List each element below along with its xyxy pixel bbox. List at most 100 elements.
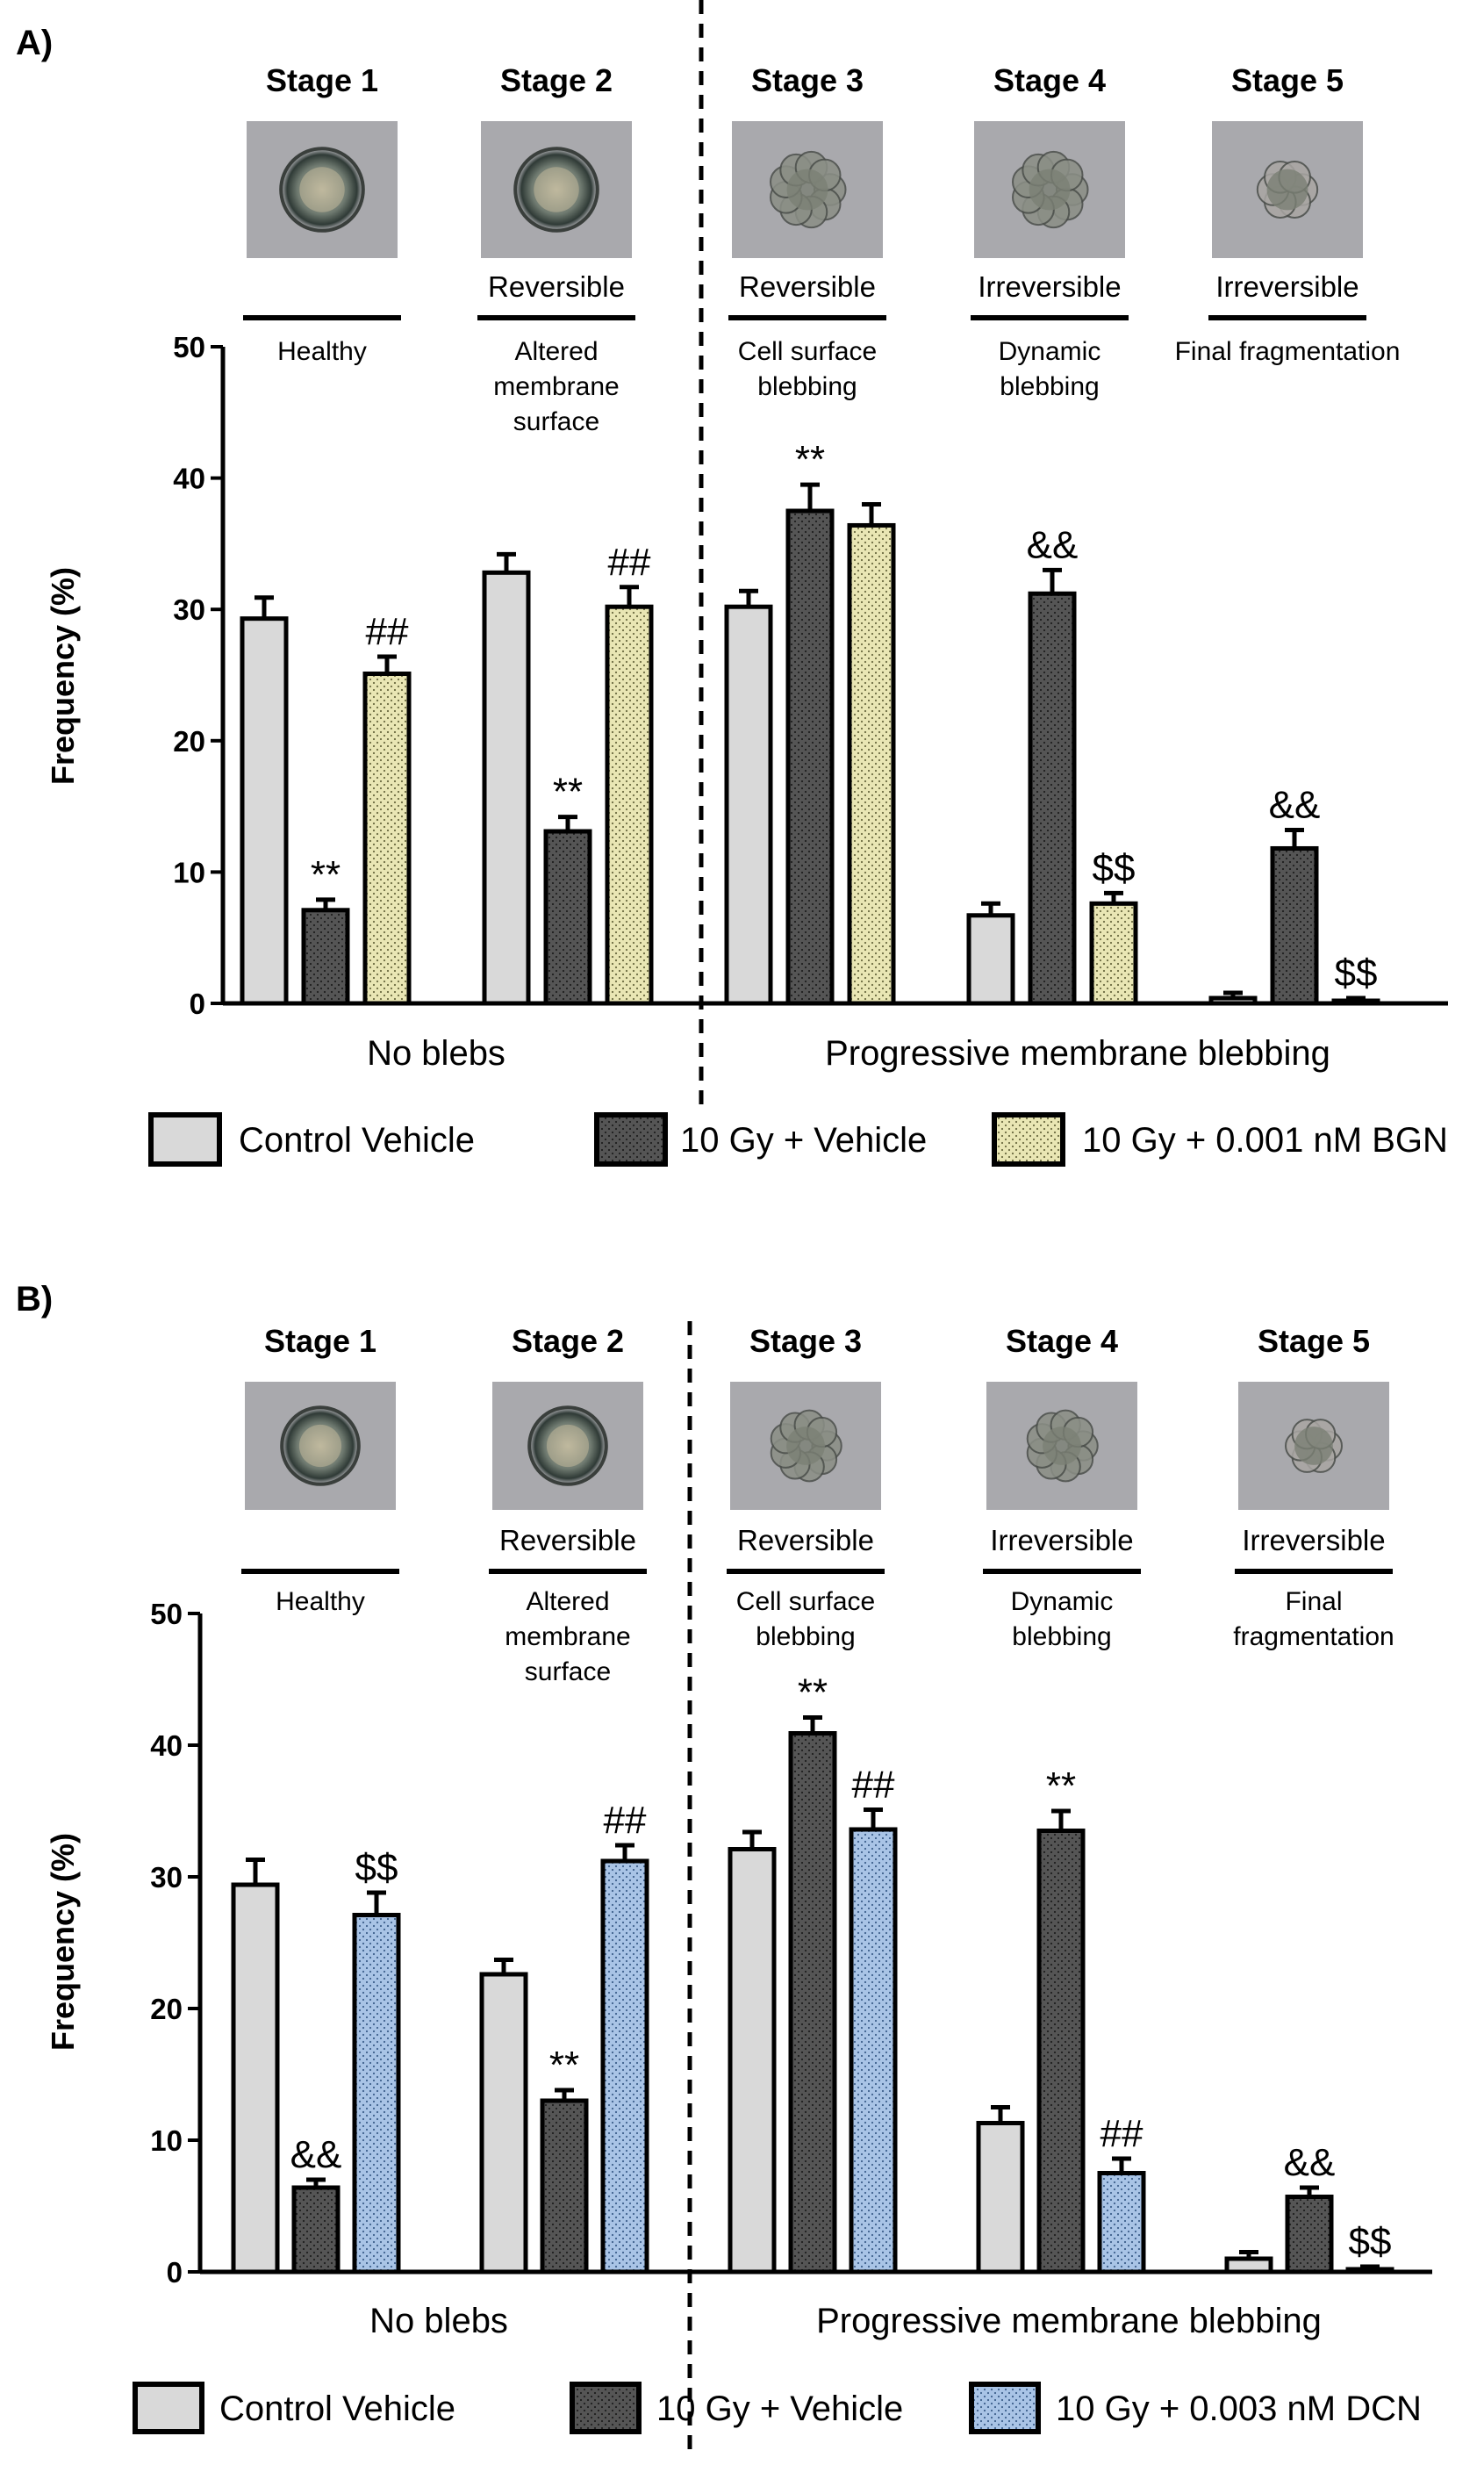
y-tick-label: 0: [167, 2256, 183, 2289]
bar: [605, 604, 654, 1006]
stage-description: blebbing: [756, 1622, 855, 1651]
bar: [976, 2121, 1025, 2275]
cell-micrograph-2: [513, 147, 599, 233]
bar: [240, 616, 289, 1006]
bar: [1224, 2256, 1273, 2275]
significance-label: ##: [1100, 2112, 1143, 2155]
cell-micrograph-1: [279, 147, 365, 233]
y-axis-label: Frequency (%): [45, 567, 81, 785]
legend-swatch: [148, 1112, 222, 1167]
bar: [600, 1858, 649, 2275]
y-tick-label: 10: [150, 2124, 183, 2157]
cell-micrograph-4: [1012, 150, 1089, 229]
panel-b: B) Stage 1 Healthy Stage 2 Reversible Altered…: [16, 1280, 1432, 2458]
stage-title: Stage 5: [1258, 1323, 1370, 1359]
significance-label: **: [549, 2044, 579, 2087]
bar: [1097, 2171, 1146, 2275]
y-tick-label: 10: [173, 856, 205, 888]
bar: [728, 1847, 777, 2275]
significance-label: ##: [852, 1764, 895, 1807]
y-tick-label: 50: [150, 1598, 183, 1630]
stage-description: Dynamic: [1011, 1587, 1114, 1616]
group-label: No blebs: [367, 1034, 505, 1073]
group-label: Progressive membrane blebbing: [825, 1034, 1330, 1073]
stage-reversibility: Reversible: [488, 270, 625, 303]
legend-swatch: [969, 2382, 1041, 2434]
significance-label: $$: [1349, 2220, 1392, 2263]
stage-description: fragmentation: [1233, 1622, 1394, 1651]
significance-label: &&: [1027, 523, 1079, 566]
stage-description: surface: [513, 407, 599, 436]
stage-description: membrane: [505, 1622, 630, 1651]
bar: [1028, 591, 1077, 1006]
stage-description: membrane: [493, 372, 619, 401]
bar: [479, 1972, 528, 2275]
cell-micrograph-5: [1285, 1419, 1343, 1473]
significance-label: &&: [1269, 784, 1321, 827]
stage-description: Final: [1285, 1587, 1342, 1616]
significance-label: ##: [604, 1799, 647, 1842]
panel-a: A) Stage 1 Healthy Stage 2 Reversible Altered…: [16, 0, 1448, 1167]
bar: [1208, 995, 1258, 1006]
legend-swatch: [133, 2382, 204, 2434]
y-tick-label: 30: [150, 1861, 183, 1894]
cell-micrograph-5: [1256, 161, 1319, 219]
bar: [724, 604, 773, 1006]
stage-title: Stage 4: [993, 62, 1106, 98]
bar: [1270, 845, 1319, 1006]
significance-label: **: [311, 853, 341, 896]
stage-description: blebbing: [1000, 372, 1099, 401]
bar: [540, 2098, 589, 2275]
panel-label: A): [16, 24, 53, 62]
stage-title: Stage 5: [1231, 62, 1344, 98]
legend-label: 10 Gy + 0.003 nM DCN: [1056, 2390, 1422, 2428]
significance-label: $$: [1335, 952, 1378, 995]
legend-label: Control Vehicle: [239, 1121, 475, 1160]
bar: [788, 1731, 837, 2275]
stage-description: Cell surface: [738, 337, 877, 366]
stage-description: Healthy: [277, 337, 367, 366]
stage-title: Stage 3: [749, 1323, 862, 1359]
bar: [482, 570, 531, 1006]
stage-reversibility: Irreversible: [990, 1524, 1133, 1556]
y-tick-label: 40: [173, 463, 205, 495]
bar: [1089, 901, 1138, 1006]
group-label: No blebs: [369, 2302, 508, 2340]
bar: [1345, 2267, 1394, 2275]
y-tick-label: 0: [190, 988, 205, 1020]
y-tick-label: 20: [150, 1993, 183, 2025]
bar: [785, 508, 835, 1006]
bar: [231, 1882, 280, 2275]
stage-title: Stage 2: [500, 62, 613, 98]
legend-label: Control Vehicle: [219, 2390, 455, 2428]
stage-description: blebbing: [757, 372, 857, 401]
significance-label: ##: [608, 541, 651, 584]
legend-label: 10 Gy + Vehicle: [680, 1121, 927, 1160]
bar: [543, 829, 592, 1006]
stage-reversibility: Reversible: [499, 1524, 636, 1556]
stage-title: Stage 1: [264, 1323, 376, 1359]
bar: [1331, 998, 1380, 1006]
stage-description: Altered: [514, 337, 598, 366]
stage-description: Altered: [526, 1587, 609, 1616]
significance-label: **: [1046, 1764, 1076, 1807]
legend-swatch: [594, 1112, 668, 1167]
stage-reversibility: Reversible: [737, 1524, 874, 1556]
bar: [847, 522, 896, 1006]
stage-description: Healthy: [276, 1587, 365, 1616]
stage-description: surface: [525, 1657, 611, 1686]
cell-micrograph-1: [280, 1405, 361, 1486]
stage-title: Stage 4: [1006, 1323, 1118, 1359]
stage-reversibility: Irreversible: [1242, 1524, 1385, 1556]
stage-description: Dynamic: [999, 337, 1101, 366]
significance-label: $$: [355, 1846, 398, 1889]
panel-label: B): [16, 1280, 53, 1319]
bar: [352, 1913, 401, 2275]
bar: [362, 672, 412, 1006]
stage-title: Stage 2: [512, 1323, 624, 1359]
stage-reversibility: Irreversible: [978, 270, 1121, 303]
significance-label: **: [553, 771, 583, 814]
significance-label: &&: [290, 2133, 342, 2176]
bar: [1036, 1829, 1086, 2275]
